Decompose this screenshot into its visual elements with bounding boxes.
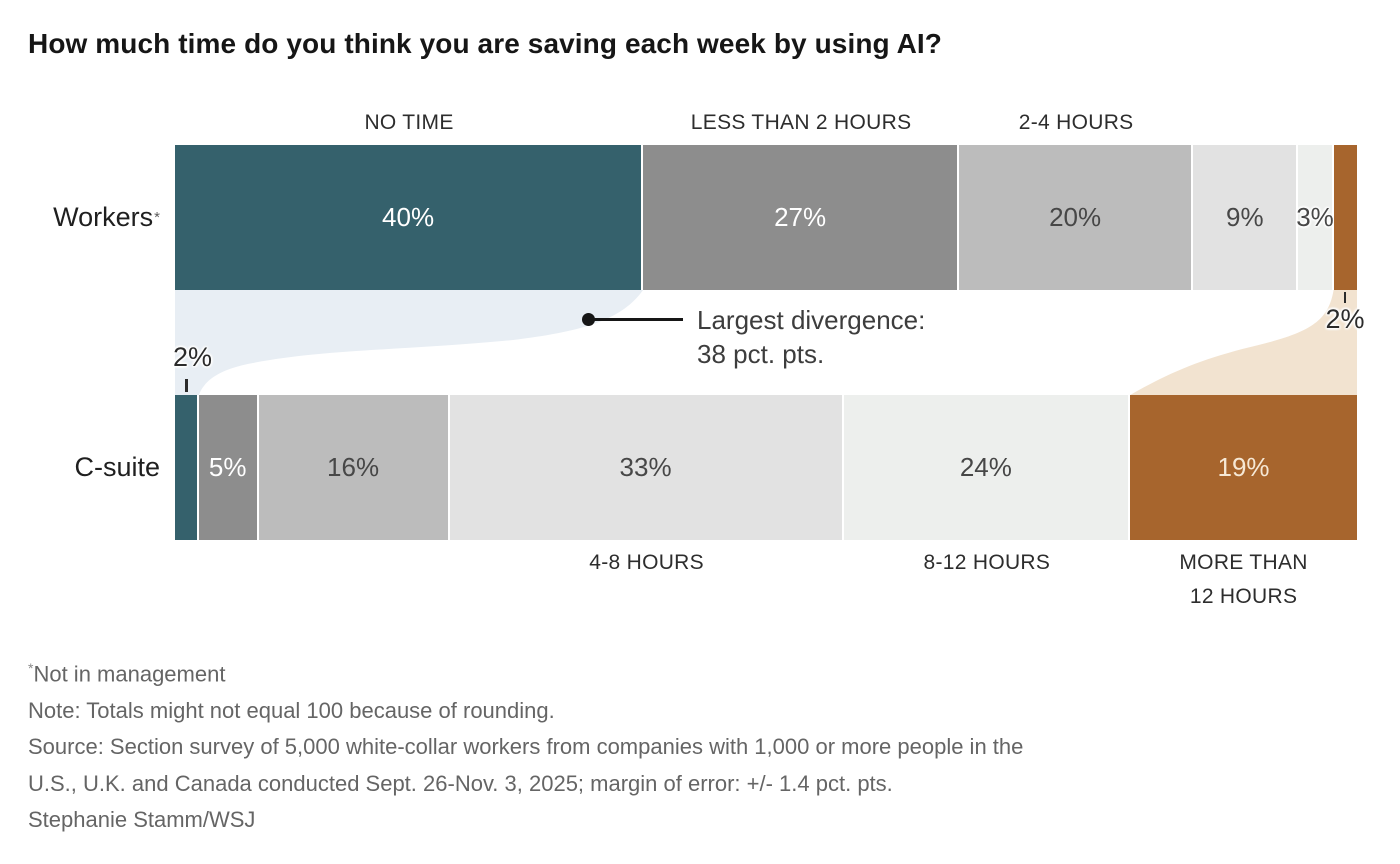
segment-value-label: 16%: [327, 452, 380, 482]
footer-notes: *Not in management Note: Totals might not…: [28, 650, 1023, 839]
footer-line: *Not in management: [28, 660, 226, 687]
segment-value-label: 40%: [382, 202, 435, 232]
segment-c-suite-2-4-hours: 16%: [258, 395, 450, 540]
segment-value-label: 24%: [959, 452, 1012, 482]
footer-line: Source: Section survey of 5,000 white-co…: [28, 734, 1024, 760]
divergence-line2: 38 pct. pts.: [697, 339, 825, 369]
bar-workers: 40% 27% 20% 9% 3%: [175, 145, 1357, 290]
footnote-marker: *: [154, 209, 160, 226]
annotation-dot: [582, 313, 595, 326]
footnote-marker: *: [28, 660, 34, 676]
csuite-no-time-tick: [185, 379, 188, 392]
divergence-line1: Largest divergence:: [697, 305, 926, 335]
segment-workers-2-4-hours: 20%: [959, 145, 1194, 290]
category-label-2-4-hours: 2-4 HOURS: [1018, 111, 1134, 134]
segment-c-suite-more-than-12-hours: 19%: [1130, 395, 1357, 540]
segment-c-suite-4-8-hours: 33%: [449, 395, 844, 540]
segment-value-label: 5%: [208, 452, 247, 482]
annotation-leader-line: [593, 318, 683, 321]
footer-line: Stephanie Stamm/WSJ: [28, 807, 256, 833]
bar-c-suite: 5% 16% 33% 24% 19%: [175, 395, 1357, 540]
chart-title: How much time do you think you are savin…: [28, 28, 942, 59]
category-label-more-than-12-hours: MORE THAN 12 HOURS: [1179, 551, 1308, 608]
segment-c-suite-8-12-hours: 24%: [843, 395, 1131, 540]
segment-c-suite-less-than-2-hours: 5%: [198, 395, 259, 540]
segment-value-label: 27%: [774, 202, 827, 232]
segment-value-label: 20%: [1049, 202, 1102, 232]
category-label-no-time: NO TIME: [364, 111, 454, 134]
flow-more-than-12-ribbon: [1130, 290, 1357, 395]
row-label-workers: Workers *: [53, 202, 160, 232]
workers-more-than-12-label: 2%: [1325, 304, 1365, 334]
workers-more-than-12-tick: [1343, 292, 1346, 303]
row-label-c-suite: C-suite: [74, 452, 160, 482]
segment-c-suite-no-time: [175, 395, 199, 540]
segment-workers-less-than-2-hours: 27%: [643, 145, 960, 290]
category-label-less-than-2-hours: LESS THAN 2 HOURS: [690, 111, 912, 134]
segment-value-label: 33%: [619, 452, 672, 482]
footer-line: U.S., U.K. and Canada conducted Sept. 26…: [28, 770, 893, 796]
segment-workers-4-8-hours: 9%: [1193, 145, 1299, 290]
segment-value-label: 3%: [1296, 202, 1334, 232]
segment-workers-more-than-12-hours: [1333, 145, 1357, 290]
plot-area: 40% 27% 20% 9% 3% 5% 16% 33% 24% 19% NO TIME LESS…: [173, 0, 1365, 630]
category-label-4-8-hours: 4-8 HOURS: [589, 551, 704, 574]
divergence-annotation: Largest divergence: 38 pct. pts.: [697, 303, 925, 371]
footer-line: Note: Totals might not equal 100 because…: [28, 697, 555, 723]
segment-value-label: 19%: [1217, 452, 1270, 482]
csuite-no-time-label: 2%: [173, 342, 213, 372]
flow-no-time-ribbon: [175, 290, 644, 395]
flow-ribbons: [175, 290, 1357, 395]
segment-workers-8-12-hours: 3%: [1296, 145, 1334, 290]
segment-value-label: 9%: [1225, 202, 1264, 232]
segment-workers-no-time: 40%: [175, 145, 644, 290]
category-label-8-12-hours: 8-12 HOURS: [923, 551, 1051, 574]
